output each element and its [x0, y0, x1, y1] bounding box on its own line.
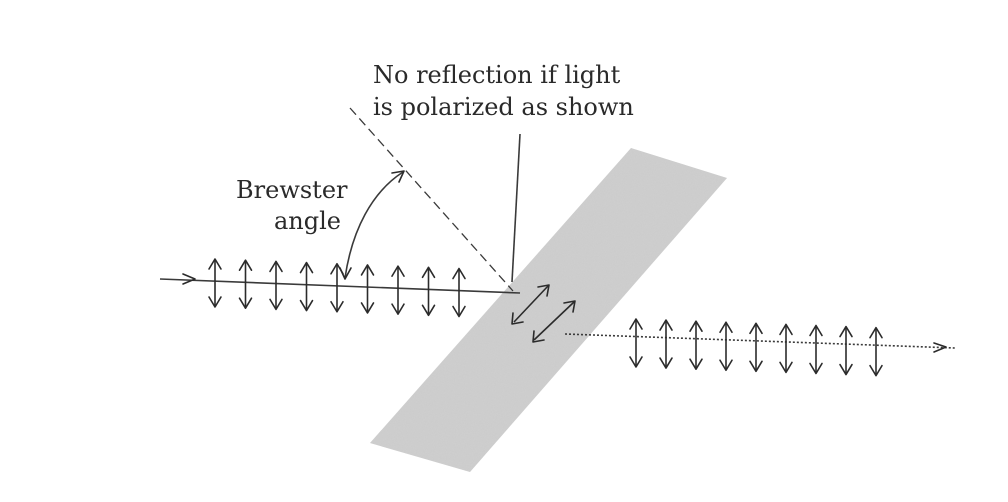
- surface-normal-line: [349, 107, 514, 292]
- transmitted-polarization-arrow: [839, 325, 853, 376]
- transmitted-ray: [564, 333, 956, 353]
- transmitted-polarization-arrow: [809, 324, 823, 375]
- incident-polarization-arrow: [452, 267, 466, 318]
- brewster-label-line-2: angle: [274, 207, 341, 235]
- transmitted-polarization-arrow: [719, 321, 733, 372]
- incident-polarization-arrow: [421, 266, 436, 317]
- transmitted-polarization-arrow: [779, 323, 793, 374]
- transmitted-polarization-arrows: [629, 318, 883, 377]
- transmitted-polarization-arrow: [659, 319, 673, 369]
- brewster-label-line-1: Brewster: [236, 176, 348, 204]
- transmitted-polarization-arrow: [629, 318, 643, 368]
- transmitted-polarization-arrow: [689, 320, 703, 370]
- plate-polarization-arrows: [511, 284, 576, 343]
- incident-polarization-arrow: [269, 260, 283, 311]
- transmitted-polarization-arrow: [869, 326, 883, 377]
- glass-plate: [370, 148, 727, 472]
- incident-polarization-arrow: [391, 265, 405, 315]
- caption-line-2: is polarized as shown: [373, 93, 634, 121]
- incident-ray: [159, 273, 521, 294]
- incident-polarization-arrow: [238, 259, 253, 309]
- transmitted-polarization-arrow: [749, 322, 763, 373]
- incident-polarization-arrow: [360, 264, 375, 314]
- caption-leader-line: [511, 133, 521, 283]
- incident-polarization-arrow: [299, 261, 314, 312]
- brewster-angle-arc: [339, 170, 405, 280]
- incident-polarization-arrow: [208, 258, 222, 308]
- caption-line-1: No reflection if light: [373, 61, 621, 89]
- incident-polarization-arrows: [208, 258, 466, 318]
